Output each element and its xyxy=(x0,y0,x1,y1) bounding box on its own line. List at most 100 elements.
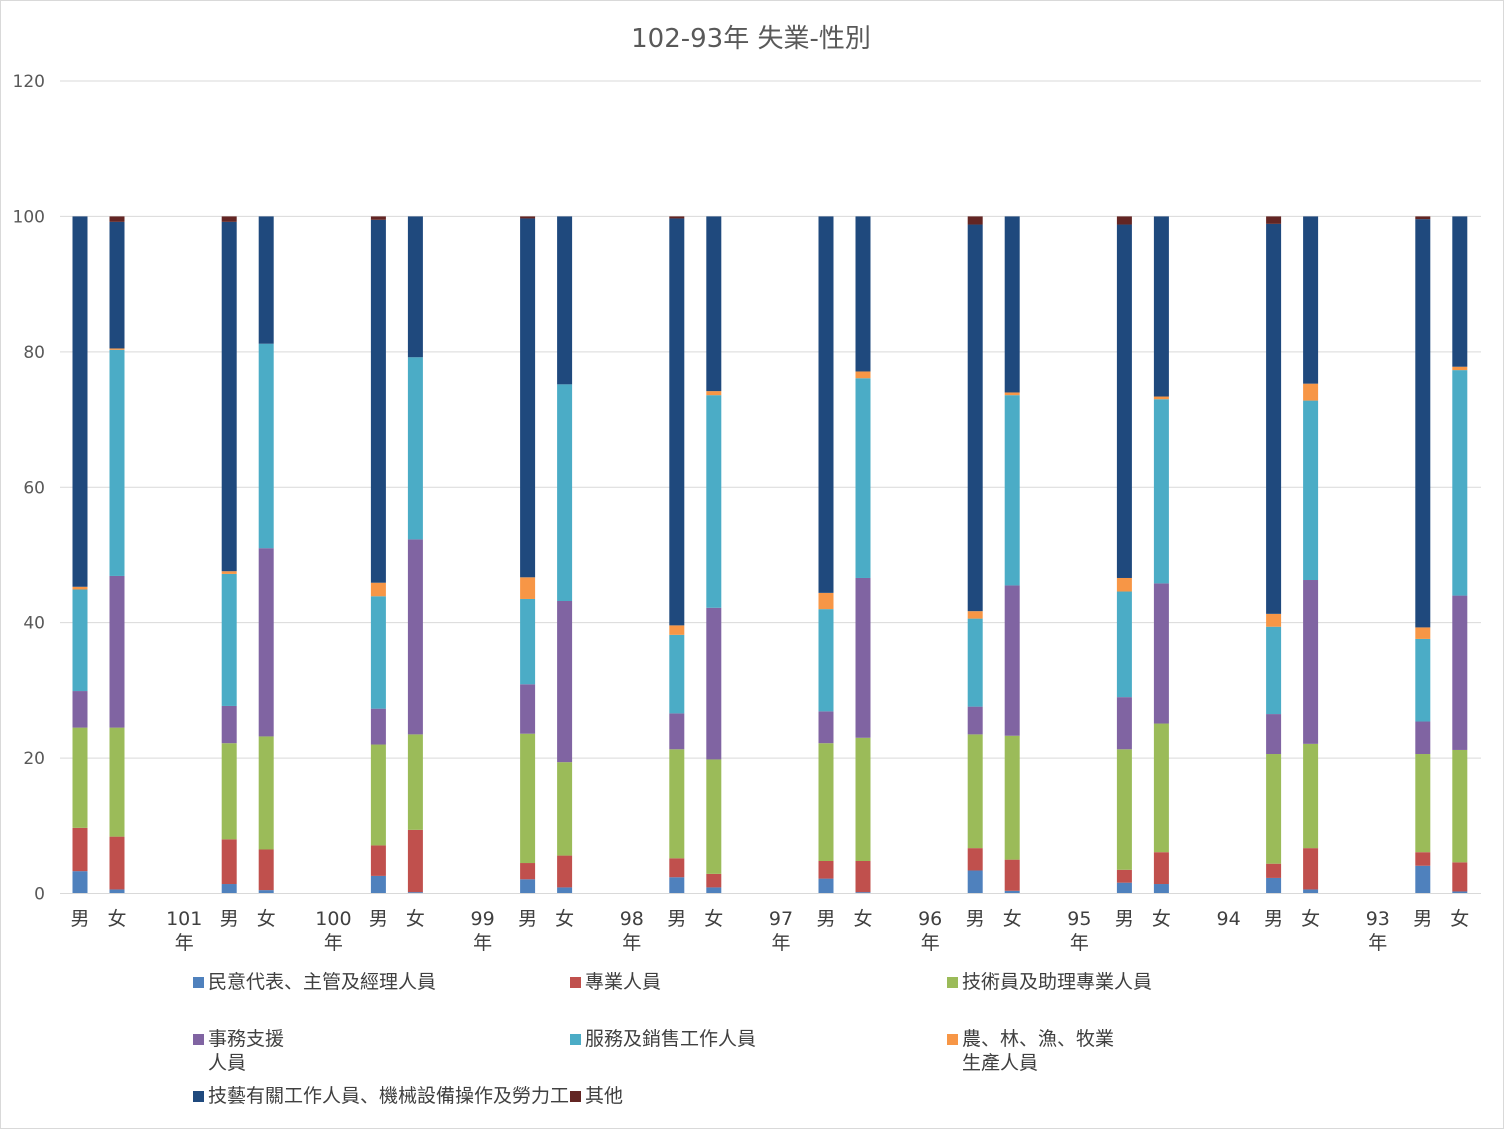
bar-segment-6-1 xyxy=(520,863,536,880)
bar-segment-10-3 xyxy=(818,711,834,744)
x-group-label: 93 年 xyxy=(1366,908,1390,954)
bar-segment-6-3 xyxy=(520,684,536,734)
bar-segment-1-1 xyxy=(109,836,125,890)
x-category-label: 女 xyxy=(107,908,126,930)
bar-segment-6-6 xyxy=(520,218,536,578)
bar-segment-14-3 xyxy=(1116,697,1132,750)
bar-segment-18-7 xyxy=(1415,216,1431,220)
bar-segment-16-3 xyxy=(1266,714,1282,755)
bar-segment-19-4 xyxy=(1452,370,1468,596)
bar-segment-11-1 xyxy=(855,861,871,893)
bar-segment-4-1 xyxy=(370,845,386,876)
bar-segment-4-2 xyxy=(370,744,386,846)
bar-segment-11-6 xyxy=(855,216,871,372)
x-category-label: 男 xyxy=(667,908,686,930)
bar-segment-15-4 xyxy=(1153,399,1169,584)
x-category-label: 男 xyxy=(369,908,388,930)
bar-segment-9-6 xyxy=(706,216,722,392)
y-tick-label: 100 xyxy=(13,207,45,227)
bar-segment-7-0 xyxy=(557,887,573,894)
bar-segment-19-0 xyxy=(1452,891,1468,894)
bar-segment-0-0 xyxy=(72,871,88,894)
bar-segment-10-5 xyxy=(818,592,834,610)
bar-segment-15-0 xyxy=(1153,884,1169,894)
bar-segment-10-2 xyxy=(818,743,834,861)
bar-segment-0-2 xyxy=(72,727,88,828)
x-category-label: 男 xyxy=(1413,908,1432,930)
bar-segment-18-6 xyxy=(1415,219,1431,628)
bar-segment-18-3 xyxy=(1415,721,1431,755)
bar-segment-17-3 xyxy=(1303,580,1319,744)
bar-segment-8-3 xyxy=(669,713,685,750)
bar-segment-14-2 xyxy=(1116,749,1132,870)
bar-segment-9-2 xyxy=(706,759,722,874)
x-group-labels: 101 年 100 年 99 年 98 年 97 年 96 年 95 年 94 93 年 xyxy=(166,908,1390,954)
bar-segment-16-4 xyxy=(1266,626,1282,715)
bar-segment-6-4 xyxy=(520,598,536,685)
bar-segment-8-5 xyxy=(669,625,685,635)
x-group-label: 99 年 xyxy=(471,908,495,954)
bar-segment-19-6 xyxy=(1452,216,1468,367)
bar-segment-3-6 xyxy=(258,216,274,344)
bar-segment-16-0 xyxy=(1266,877,1282,894)
bar-segment-8-6 xyxy=(669,218,685,626)
bar-segment-1-6 xyxy=(109,221,125,349)
y-tick-label: 40 xyxy=(23,614,45,634)
bar-segment-6-2 xyxy=(520,733,536,864)
bar-segment-19-2 xyxy=(1452,749,1468,863)
bars xyxy=(72,216,1468,894)
x-category-label: 男 xyxy=(1115,908,1134,930)
bar-segment-1-4 xyxy=(109,349,125,576)
gridlines xyxy=(60,80,1481,759)
bar-segment-7-6 xyxy=(557,216,573,385)
x-group-label: 101 年 xyxy=(166,908,202,954)
bar-segment-11-5 xyxy=(855,371,871,379)
bar-segment-9-0 xyxy=(706,887,722,894)
bar-segment-8-1 xyxy=(669,858,685,878)
bar-segment-5-3 xyxy=(407,539,423,735)
bar-segment-19-1 xyxy=(1452,862,1468,892)
bar-segment-0-5 xyxy=(72,586,88,590)
chart-title: 102-93年 失業-性別 xyxy=(631,24,871,54)
bar-segment-1-5 xyxy=(109,348,125,350)
bar-segment-6-7 xyxy=(520,216,536,219)
bar-segment-13-5 xyxy=(1004,392,1020,396)
bar-segment-11-3 xyxy=(855,577,871,738)
bar-segment-17-4 xyxy=(1303,400,1319,581)
x-category-label: 女 xyxy=(704,908,723,930)
bar-segment-5-6 xyxy=(407,216,423,358)
x-category-label: 女 xyxy=(257,908,276,930)
bar-segment-8-4 xyxy=(669,634,685,714)
y-tick-label: 20 xyxy=(23,749,45,769)
bar-segment-17-6 xyxy=(1303,216,1319,384)
bar-segment-2-2 xyxy=(221,743,237,840)
x-category-label: 女 xyxy=(1450,908,1469,930)
bar-segment-5-4 xyxy=(407,357,423,540)
x-category-label: 男 xyxy=(1264,908,1283,930)
bar-segment-10-1 xyxy=(818,861,834,879)
x-group-label: 94 xyxy=(1217,908,1241,930)
bar-segment-3-0 xyxy=(258,890,274,894)
bar-segment-4-4 xyxy=(370,596,386,709)
bar-segment-4-3 xyxy=(370,708,386,745)
bar-segment-13-4 xyxy=(1004,395,1020,586)
bar-segment-17-5 xyxy=(1303,383,1319,401)
bar-segment-15-3 xyxy=(1153,583,1169,724)
bar-segment-14-0 xyxy=(1116,882,1132,894)
bar-segment-10-0 xyxy=(818,878,834,894)
bar-segment-13-0 xyxy=(1004,890,1020,894)
bar-segment-4-0 xyxy=(370,875,386,894)
bar-segment-19-5 xyxy=(1452,366,1468,371)
x-category-label: 男 xyxy=(966,908,985,930)
bar-segment-2-7 xyxy=(221,216,237,222)
bar-segment-12-3 xyxy=(967,706,983,735)
bar-segment-18-0 xyxy=(1415,865,1431,894)
bar-segment-14-6 xyxy=(1116,224,1132,578)
x-category-label: 男 xyxy=(70,908,89,930)
x-group-label: 97 年 xyxy=(769,908,793,954)
bar-segment-2-4 xyxy=(221,573,237,706)
bar-segment-18-1 xyxy=(1415,852,1431,866)
bar-segment-5-2 xyxy=(407,734,423,830)
